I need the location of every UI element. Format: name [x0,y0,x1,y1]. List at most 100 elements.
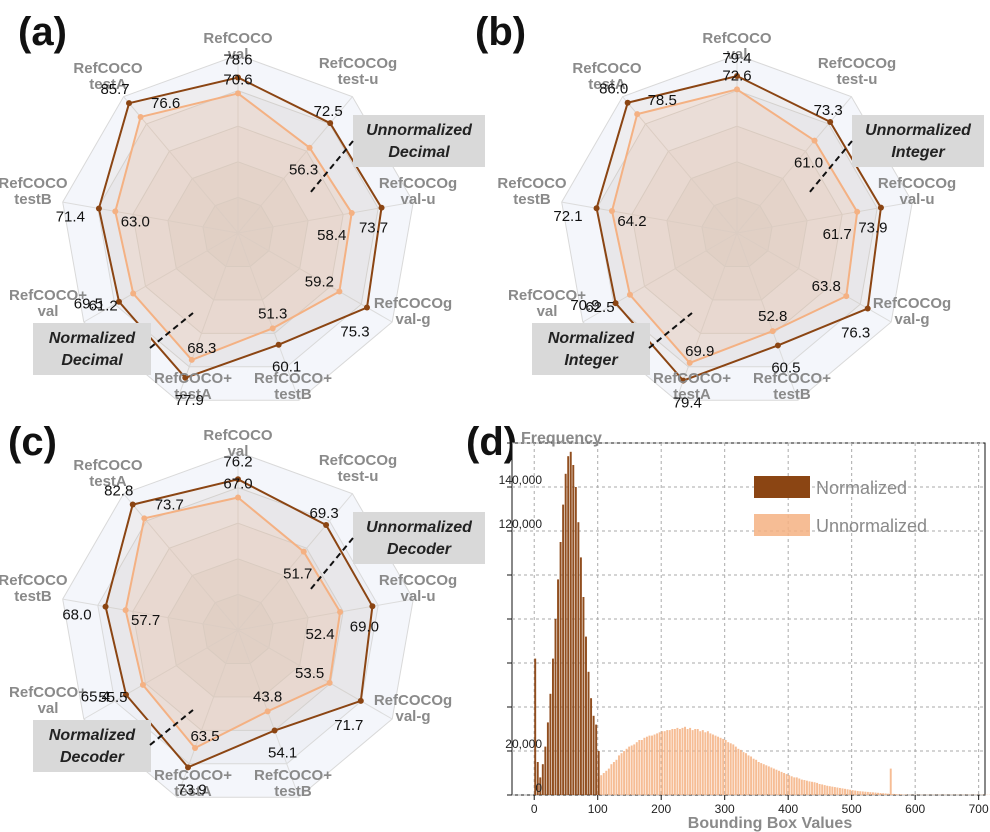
axis-label-refcoco-testb: RefCOCO+ testB [254,767,332,800]
data-point [300,548,307,555]
histogram-bar-unnormalized [836,787,839,795]
data-point [126,100,133,107]
histogram-bar-unnormalized [612,762,615,795]
histogram-bar-unnormalized [635,742,638,795]
histogram-bar-normalized [541,764,544,795]
data-point [269,325,276,332]
data-label: 53.5 [295,665,324,682]
histogram-bar-unnormalized [602,773,605,795]
histogram-bar-unnormalized [684,726,686,795]
histogram-bar-unnormalized [805,780,808,795]
histogram-bar-unnormalized [846,789,849,795]
histogram-bar-normalized [572,465,575,795]
histogram-bar-unnormalized [600,775,603,795]
histogram-bar-unnormalized [882,793,885,795]
callout-box [353,512,485,564]
histogram-bar-unnormalized [633,744,636,795]
histogram-bar-unnormalized [884,793,887,795]
histogram-bar-unnormalized [750,756,753,795]
x-tick-label: 400 [778,802,798,816]
histogram-bar-unnormalized [772,768,775,795]
histogram-bar-unnormalized [625,748,628,795]
data-label: 70.9 [570,297,599,314]
histogram-bar-unnormalized [694,729,697,795]
legend-swatch-normalized [754,476,810,498]
panel-label: (b) [475,10,526,54]
axis-label-refcocog-val-g: RefCOCOg val-g [374,692,452,725]
histogram-bar-unnormalized [678,729,681,795]
data-point [185,764,192,771]
data-label: 51.3 [258,305,287,322]
legend-label-unnormalized: Unnormalized [816,516,927,536]
data-label: 71.4 [56,208,85,225]
histogram-bar-normalized [549,693,552,795]
y-axis-title: Frequency [521,430,602,447]
data-label: 86.0 [599,81,628,98]
histogram-bar-unnormalized [737,748,740,795]
histogram-bar-unnormalized [821,784,824,795]
callout-line [808,140,853,194]
histogram-bar-normalized [582,597,585,795]
data-label: 65.4 [81,689,110,706]
data-point [680,377,687,384]
data-label: 70.6 [223,71,252,88]
grid-spoke [123,96,239,234]
data-point [130,290,137,297]
histogram-bar-unnormalized [844,788,846,795]
data-point [877,204,884,211]
callout-box [353,115,485,167]
data-point [188,356,195,363]
histogram-bar-unnormalized [833,787,836,795]
histogram-bar-normalized [592,715,595,795]
data-point [336,288,343,295]
data-point [264,708,271,715]
data-label: 69.3 [309,505,338,522]
axis-label-refcoco-val: RefCOCO val [702,30,772,63]
histogram-bar-unnormalized [818,784,821,795]
callout-box [33,720,151,772]
histogram-bar-unnormalized [823,785,826,795]
data-point [774,342,781,349]
histogram-bar-unnormalized [734,746,737,795]
histogram-bar-normalized [562,504,565,795]
histogram-bar-unnormalized [899,794,902,795]
data-label: 51.7 [283,566,312,583]
histogram-chart-d: (d) 0 100 200 300 400 500 600 700 0 20,000 120,000 1… [466,420,990,832]
data-label: 63.5 [190,728,219,745]
data-label: 78.6 [223,52,252,69]
data-label: 79.4 [673,395,702,412]
data-label: 69.9 [685,343,714,360]
data-point [102,603,109,610]
histogram-bar-normalized [579,557,582,795]
legend-label-normalized: Normalized [816,478,907,498]
data-point [326,679,333,686]
histogram-bar-normalized [595,724,598,795]
data-label: 52.8 [758,308,787,325]
histogram-bar-unnormalized [859,791,862,795]
data-label: 73.7 [155,496,184,513]
grid-spoke [622,96,738,234]
histogram-bar-unnormalized [709,733,712,795]
histogram-bar-unnormalized [871,792,874,795]
axis-label-refcoco-val: RefCOCO+ val [9,684,87,717]
histogram-bar-unnormalized [798,778,801,795]
grid-spoke [561,201,738,234]
histogram-bar-unnormalized [851,790,854,795]
histogram-bar-unnormalized [648,735,651,795]
histogram-bar-unnormalized [770,767,773,795]
histogram-bar-unnormalized [673,729,676,795]
data-label: 60.5 [771,359,800,376]
histogram-bar-unnormalized [729,743,732,795]
histogram-bar-normalized [597,751,600,795]
histogram-bar-normalized [590,698,593,795]
data-point [378,204,385,211]
histogram-bar-unnormalized [689,727,692,795]
histogram-bar-unnormalized [831,786,834,795]
series-inner-polygon [124,496,342,750]
data-label: 59.2 [305,274,334,291]
data-point [235,476,241,483]
histogram-bar-normalized [577,522,580,795]
histogram-bar-normalized [544,746,547,795]
histogram-bar-unnormalized [615,759,618,795]
callout-box [532,323,650,375]
